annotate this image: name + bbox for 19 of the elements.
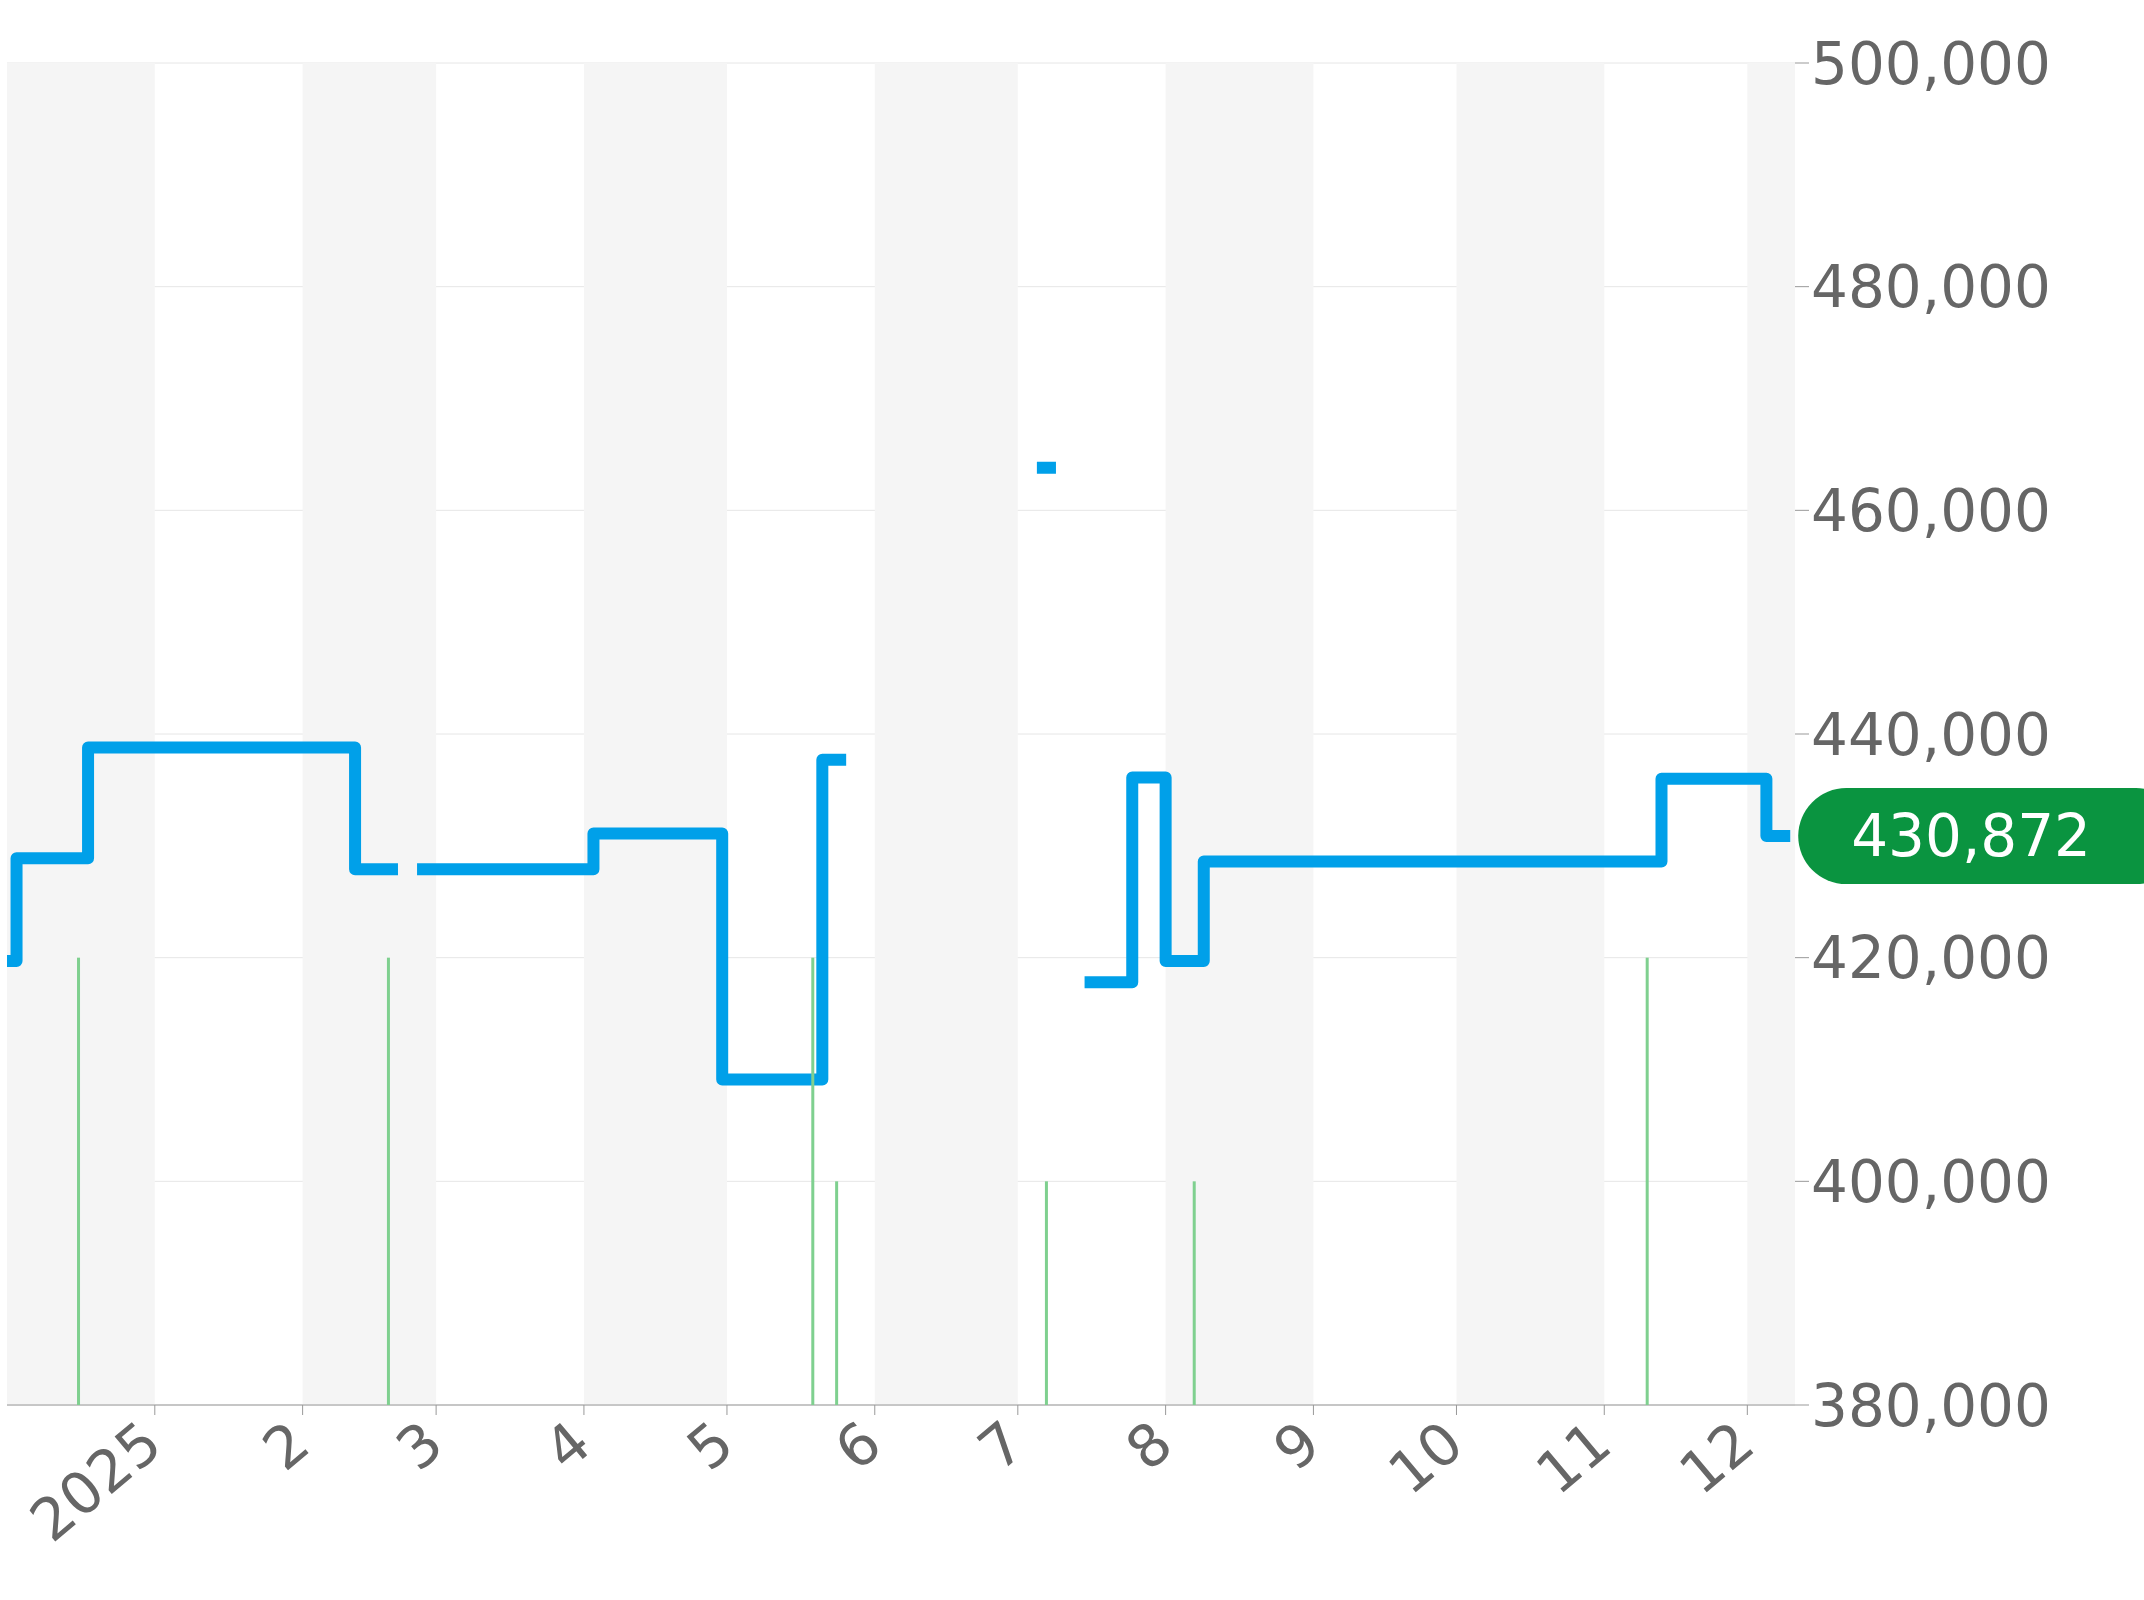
x-tick-label: 5 [674, 1407, 747, 1484]
y-tick-label: 500,000 [1811, 29, 2051, 98]
y-tick-label: 440,000 [1811, 700, 2051, 769]
x-tick-label: 11 [1523, 1407, 1624, 1508]
x-tick-label: 3 [383, 1407, 456, 1484]
x-tick-label: 4 [531, 1407, 604, 1484]
x-tick-label: 8 [1113, 1407, 1185, 1484]
x-tick-label: 12 [1666, 1407, 1767, 1508]
y-tick-label: 400,000 [1811, 1147, 2051, 1216]
annotation: 430,872 [1851, 802, 2092, 871]
y-tick-label: 460,000 [1811, 476, 2051, 545]
y-tick-label: 480,000 [1811, 253, 2051, 322]
x-tick-label: 6 [822, 1407, 895, 1484]
x-tick-label: 7 [965, 1407, 1038, 1484]
x-tick-label: 9 [1260, 1407, 1333, 1484]
y-tick-label: 380,000 [1811, 1371, 2051, 1440]
x-tick-label: 2 [249, 1407, 322, 1484]
x-tick-label: 10 [1375, 1407, 1476, 1508]
y-tick-label: 420,000 [1811, 924, 2051, 993]
